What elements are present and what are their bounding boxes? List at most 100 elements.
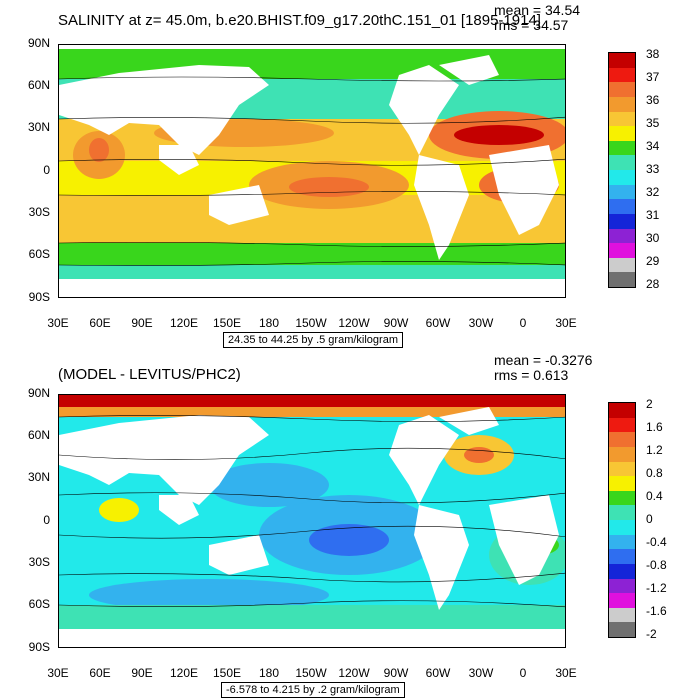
lat-label: 30S — [28, 555, 50, 569]
colorbar-label: 0.4 — [646, 489, 663, 503]
north-america-land — [389, 65, 459, 155]
colorbar — [608, 52, 636, 288]
lat-label: 0 — [43, 163, 50, 177]
colorbar-swatch — [609, 184, 635, 200]
colorbar-swatch — [609, 607, 635, 623]
australia-land — [209, 535, 269, 575]
colorbar-label: 1.2 — [646, 443, 663, 457]
colorbar-label: -0.4 — [646, 535, 667, 549]
colorbar-label: 34 — [646, 139, 660, 153]
difference-map — [58, 394, 566, 648]
lon-label: 30E — [47, 666, 69, 680]
mean-value: mean = 34.54 — [494, 2, 581, 18]
lon-label: 0 — [519, 316, 527, 330]
colorbar-label: 0 — [646, 512, 653, 526]
colorbar-swatch — [609, 476, 635, 491]
salinity-map-svg — [59, 45, 565, 297]
lon-label: 0 — [519, 666, 527, 680]
colorbar-label: 28 — [646, 277, 660, 291]
lon-label: 60W — [425, 316, 451, 330]
colorbar — [608, 402, 636, 638]
lon-label: 180 — [258, 316, 280, 330]
lon-label: 30W — [468, 316, 494, 330]
lat-label: 30N — [27, 120, 50, 134]
lon-label: 30E — [47, 316, 69, 330]
colorbar-swatch — [609, 96, 635, 112]
lon-label: 180 — [258, 666, 280, 680]
colorbar-label: 35 — [646, 116, 660, 130]
colorbar-label: 37 — [646, 70, 660, 84]
colorbar-label: 29 — [646, 254, 660, 268]
colorbar-label: 38 — [646, 47, 660, 61]
colorbar-swatch — [609, 490, 635, 506]
lon-label: 150W — [295, 316, 327, 330]
colorbar-swatch — [609, 82, 635, 97]
rms-value: rms = 0.613 — [494, 367, 569, 383]
lat-label: 90N — [27, 36, 50, 50]
colorbar-label: -1.2 — [646, 581, 667, 595]
lat-label: 0 — [43, 513, 50, 527]
lon-label: 120E — [169, 666, 199, 680]
colorbar-swatch — [609, 520, 635, 535]
lat-label: 90N — [27, 386, 50, 400]
lat-label: 60N — [27, 78, 50, 92]
colorbar-label: -1.6 — [646, 604, 667, 618]
lon-label: 120W — [338, 316, 370, 330]
panel-title: (MODEL - LEVITUS/PHC2) — [58, 366, 241, 383]
colorbar-swatch — [609, 53, 635, 68]
colorbar-swatch — [609, 578, 635, 594]
colorbar-swatch — [609, 403, 635, 418]
colorbar-label: 32 — [646, 185, 660, 199]
lat-label: 90S — [28, 640, 50, 654]
lon-label: 60E — [89, 316, 111, 330]
lon-label: 60W — [425, 666, 451, 680]
lon-label: 150E — [212, 316, 242, 330]
antarctica-land — [59, 279, 565, 297]
mean-value: mean = -0.3276 — [494, 352, 593, 368]
colorbar-swatch — [609, 505, 635, 520]
lon-label: 90E — [131, 666, 153, 680]
lat-label: 90S — [28, 290, 50, 304]
colorbar-swatch — [609, 549, 635, 564]
colorbar-swatch — [609, 228, 635, 244]
colorbar-swatch — [609, 432, 635, 447]
antarctica-land — [59, 629, 565, 647]
colorbar-swatch — [609, 563, 635, 579]
lon-label: 90W — [383, 666, 409, 680]
colorbar-label: 1.6 — [646, 420, 663, 434]
lon-label: 120E — [169, 316, 199, 330]
colorbar-swatch — [609, 67, 635, 83]
south-america-land — [414, 505, 469, 610]
lon-label: 90W — [383, 316, 409, 330]
lat-label: 30N — [27, 470, 50, 484]
salinity-panel: SALINITY at z= 45.0m, b.e20.BHIST.f09_g1… — [27, 2, 660, 348]
colorbar-label: -2 — [646, 627, 657, 641]
colorbar-swatch — [609, 593, 635, 608]
contour-info-box: 24.35 to 44.25 by .5 gram/kilogram — [223, 332, 403, 348]
colorbar-label: 33 — [646, 162, 660, 176]
colorbar-label: 2 — [646, 397, 653, 411]
africa-land — [489, 145, 559, 235]
salinity-map — [58, 44, 566, 298]
colorbar-swatch — [609, 417, 635, 433]
colorbar-swatch — [609, 213, 635, 229]
lon-label: 150E — [212, 666, 242, 680]
lon-label: 30E — [555, 316, 577, 330]
north-america-land — [389, 415, 459, 505]
lon-label: 150W — [295, 666, 327, 680]
colorbar-swatch — [609, 461, 635, 477]
greenland-land — [439, 55, 499, 85]
rms-value: rms = 34.57 — [494, 17, 569, 33]
colorbar-swatch — [609, 126, 635, 141]
colorbar-swatch — [609, 111, 635, 127]
eurasia-land — [59, 415, 269, 505]
colorbar-swatch — [609, 155, 635, 170]
lat-label: 60S — [28, 597, 50, 611]
colorbar-swatch — [609, 170, 635, 185]
colorbar-label: -0.8 — [646, 558, 667, 572]
south-america-land — [414, 155, 469, 260]
colorbar-label: 36 — [646, 93, 660, 107]
lon-label: 90E — [131, 316, 153, 330]
lon-label: 30W — [468, 666, 494, 680]
colorbar-label: 31 — [646, 208, 660, 222]
